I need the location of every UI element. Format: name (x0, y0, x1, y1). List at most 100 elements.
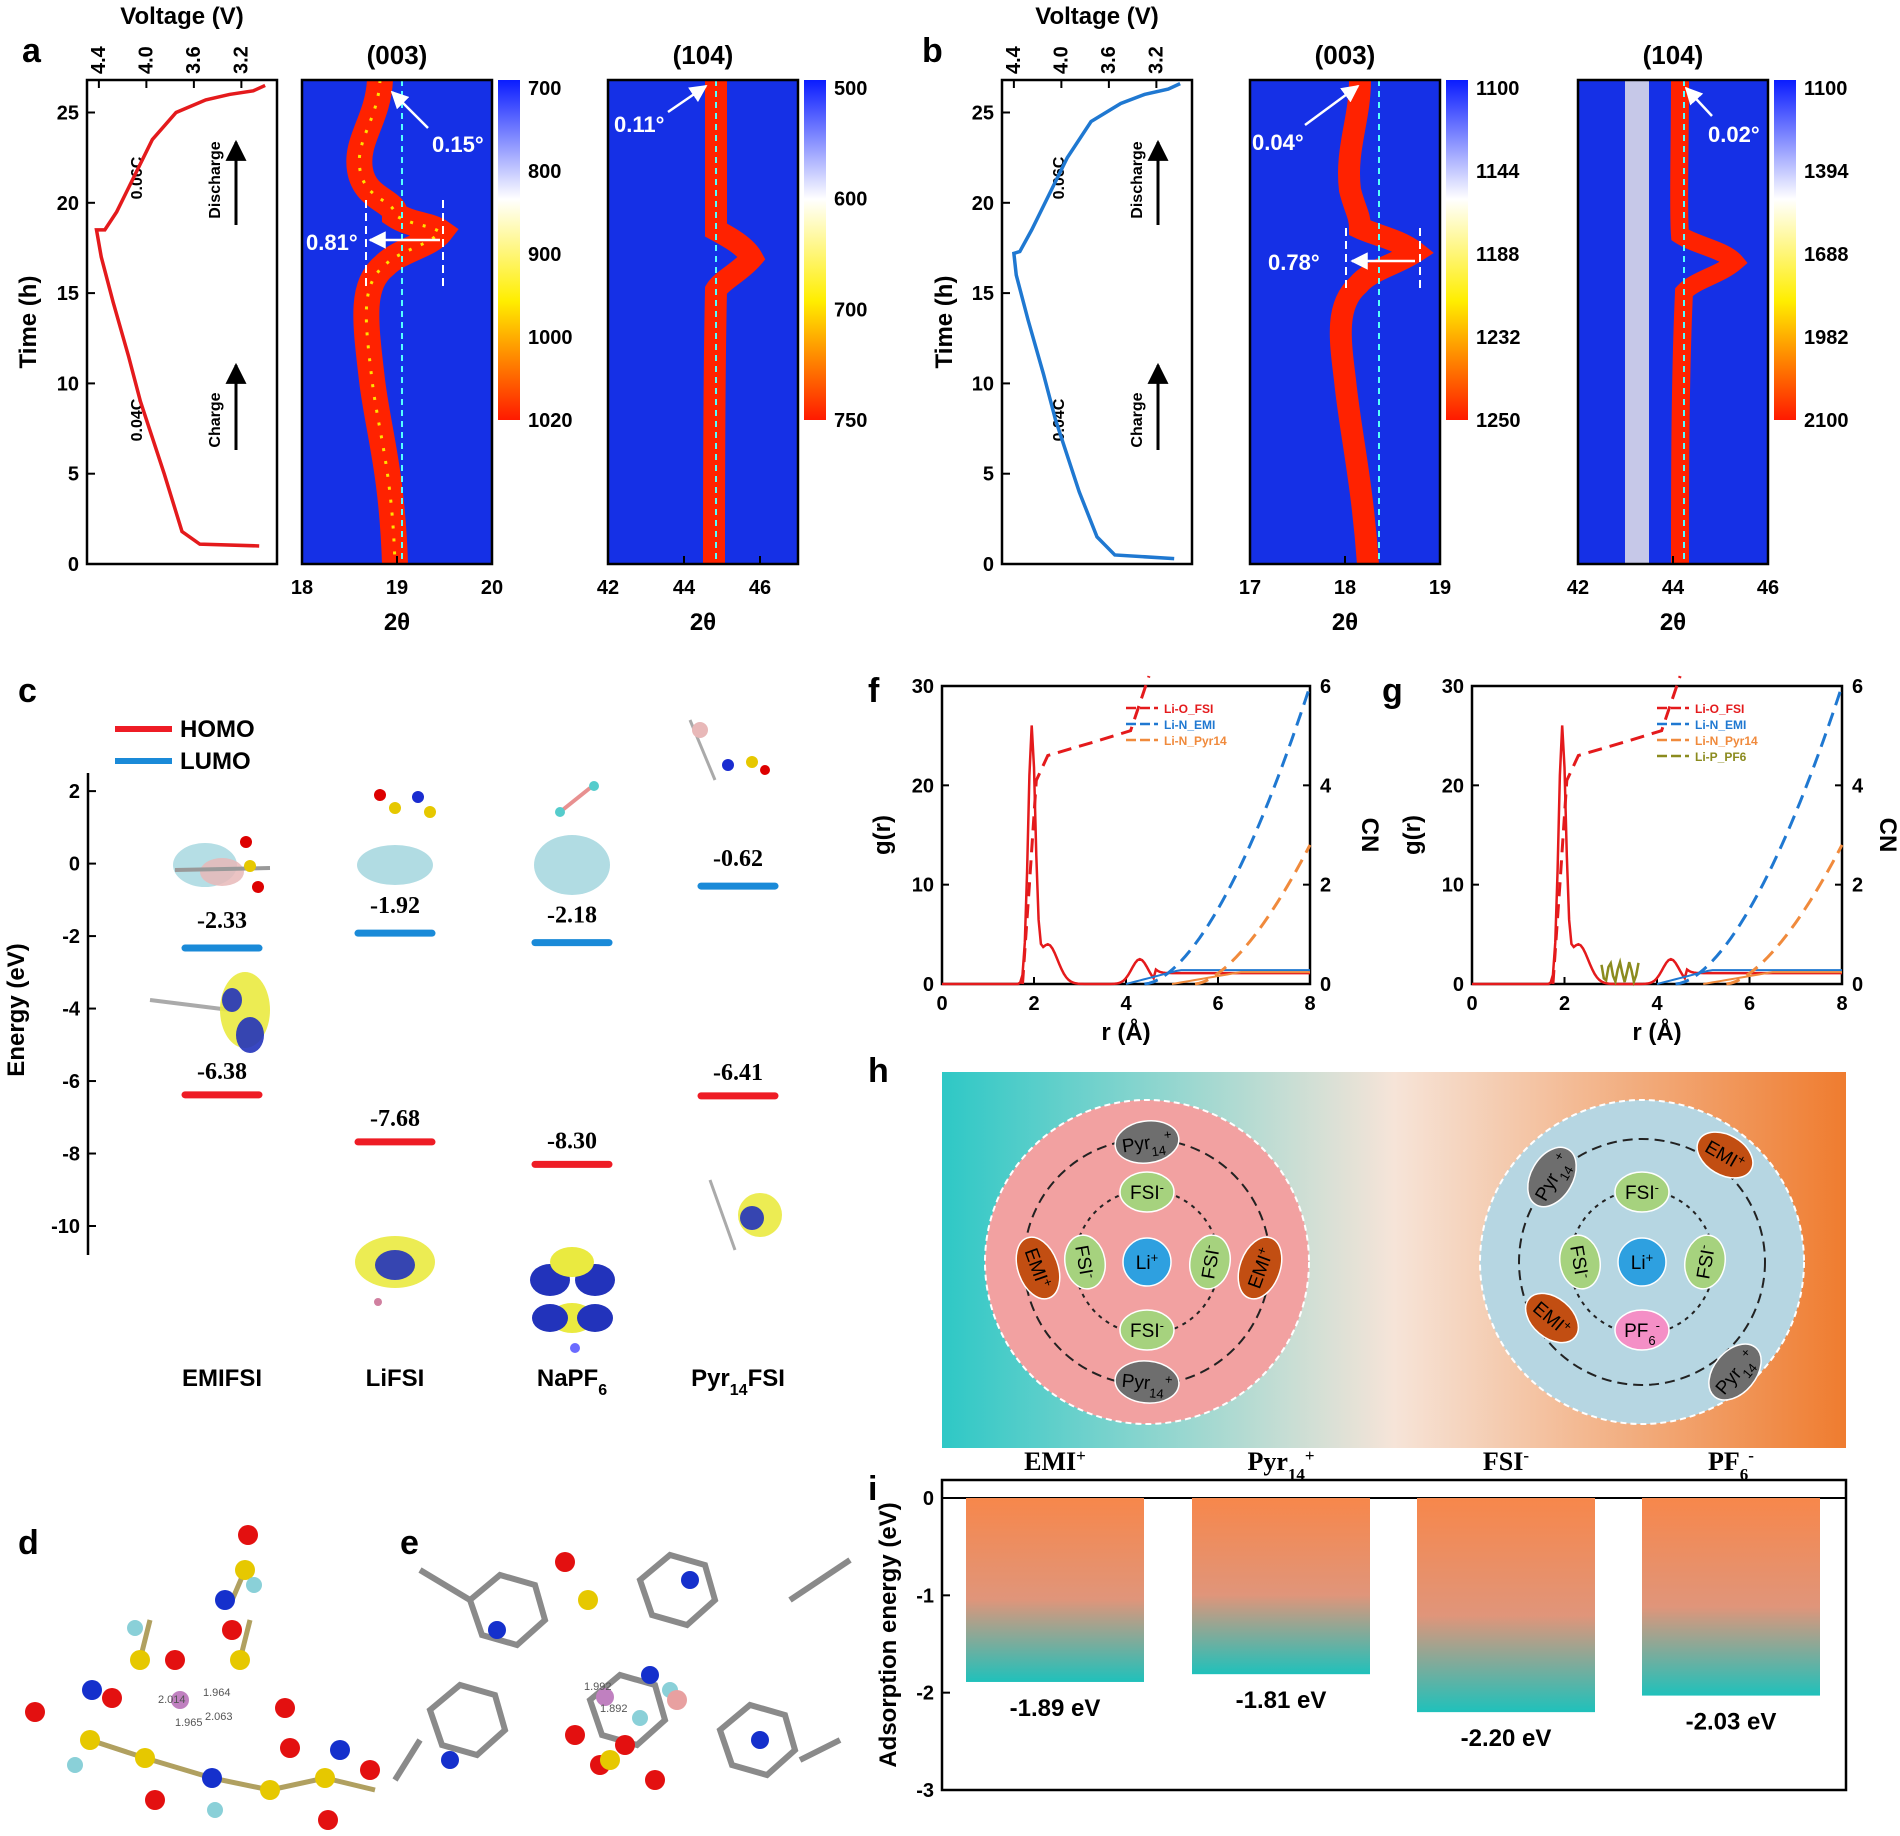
x-tick-label: 20 (481, 577, 503, 599)
emi-ion-shape (1524, 1292, 1580, 1344)
legend-lumo-label: LUMO (180, 748, 251, 775)
molecule-napf6-homo (530, 1247, 615, 1353)
y2-tick-label: 4 (1852, 775, 1864, 797)
category-label: LiFSI (366, 1365, 425, 1392)
cn-li-n-pyr14 (1726, 844, 1844, 986)
x-tick-label: 18 (1334, 577, 1356, 599)
x-tick-label: 17 (1239, 577, 1261, 599)
background-band (1625, 80, 1649, 564)
panel-label-h: h (868, 1052, 889, 1090)
fsi-ion: FSI- (1119, 1171, 1175, 1213)
x-tick-label: 42 (1567, 577, 1589, 599)
homo-value: -8.30 (547, 1128, 597, 1154)
x-tick-label: 3.6 (1098, 46, 1120, 74)
peak-trace (703, 80, 766, 565)
y-tick-label: 0 (983, 554, 994, 576)
molecule-pyr14fsi-homo (708, 1179, 782, 1251)
x-tick-label: 46 (749, 577, 771, 599)
y-tick-label: 10 (912, 875, 934, 897)
x-tick-label: 8 (1304, 993, 1315, 1015)
colorbar-label: 900 (528, 244, 561, 266)
chart-title: (003) (1315, 40, 1376, 70)
legend-label: Li-N_EMI (1164, 718, 1215, 732)
x-tick-label: 0 (936, 993, 947, 1015)
rdf-li-n-pyr14 (1171, 971, 1310, 985)
chart-b-104-heatmap: (104) 0.02° 2θ 42 44 46 1100 1394 1688 1982 210… (1567, 40, 1849, 636)
pyr-ion: Pyr14+ (1708, 1343, 1762, 1401)
bar-value-label: -1.81 eV (1236, 1687, 1327, 1714)
panel-label-f: f (868, 672, 880, 710)
x-axis-label: 2θ (690, 609, 716, 636)
colorbar-label: 1394 (1804, 161, 1849, 183)
chart-title: (104) (673, 40, 734, 70)
y2-tick-label: 2 (1852, 875, 1863, 897)
x-tick-label: 2 (1028, 993, 1039, 1015)
x-tick-label: 4.4 (88, 45, 110, 74)
x-tick-label: 3.6 (183, 46, 205, 74)
lumo-value: -1.92 (370, 893, 420, 919)
colorbar-label: 1144 (1476, 161, 1520, 183)
rate-label-discharge: 0.06C (129, 156, 146, 199)
li-ion-right-shape (1617, 1237, 1667, 1287)
charge-label: Charge (207, 392, 224, 447)
pyr-ion-shape (1708, 1343, 1762, 1401)
x-tick-label: 3.2 (230, 46, 252, 74)
panel-label-b: b (922, 32, 943, 70)
chart-f-rdf: g(r) CN r (Å) 0 2 4 6 801020300246Li-O_FSILi… (869, 675, 1383, 1046)
chart-b-voltage: Voltage (V) Time (h) 0.06C 0.04C Dischar… (931, 3, 1194, 576)
y-tick-label: -1 (916, 1585, 934, 1607)
x-tick-label: 4 (1651, 993, 1663, 1015)
molecule-napf6-lumo (534, 781, 610, 895)
y2-tick-label: 6 (1320, 676, 1331, 698)
colorbar-a-104 (804, 80, 826, 420)
chart-a-003-heatmap: (003) 0.15° 0.81° 2θ 18 19 20 700 800 900 1000… (291, 40, 573, 636)
pyr-ion-label: Pyr14+ (1120, 1126, 1174, 1163)
peak-trace (1670, 79, 1748, 565)
bar-value-label: -2.03 eV (1686, 1709, 1777, 1736)
fsi-ion-shape (1119, 1309, 1175, 1351)
homo-value: -6.41 (713, 1060, 763, 1086)
lumo-value: -2.18 (547, 903, 597, 929)
annotation-mid: 0.81° (306, 230, 358, 255)
x-tick-label: 4.0 (135, 46, 157, 74)
li-ion-right-label: Li+ (1631, 1250, 1653, 1275)
x-axis-label: 2θ (384, 609, 410, 636)
colorbar-gradient (1774, 80, 1796, 420)
colorbar-b-104 (1774, 80, 1796, 420)
colorbar-label: 1000 (528, 327, 573, 349)
y-tick-label: 0 (68, 554, 79, 576)
annotation-top: 0.02° (1708, 122, 1760, 147)
axes-frame (940, 1478, 1848, 1792)
panel-label-c: c (18, 672, 37, 710)
bar-category-label: FSI- (1483, 1446, 1529, 1477)
x-tick-label: 44 (1662, 577, 1685, 599)
bar-category-label: PF6- (1708, 1446, 1754, 1484)
chart-title: (003) (367, 40, 428, 70)
y-tick-label: -3 (916, 1780, 934, 1802)
rate-label-charge: 0.04C (129, 398, 146, 441)
colorbar-label: 1688 (1804, 244, 1849, 266)
colorbar-label: 1188 (1476, 244, 1519, 266)
colorbar-label: 1020 (528, 410, 573, 432)
colorbar-label: 800 (528, 161, 561, 183)
annotation-top: 0.04° (1252, 130, 1304, 155)
x-tick-label: 8 (1836, 993, 1847, 1015)
panel-label-g: g (1382, 672, 1403, 710)
bar (1192, 1498, 1370, 1675)
bar (1642, 1498, 1820, 1696)
y-tick-label: 15 (57, 283, 79, 305)
distance-label: 1.965 (175, 1717, 203, 1729)
x-tick-label: 18 (291, 577, 313, 599)
y2-tick-label: 4 (1320, 775, 1332, 797)
x-axis-label: r (Å) (1101, 1018, 1150, 1046)
y-tick-label: 15 (972, 283, 994, 305)
shift-arrow (667, 84, 708, 114)
molecule-lifsi-homo (355, 1236, 435, 1306)
colorbar-label: 700 (528, 78, 561, 100)
y-tick-label: 0 (923, 1488, 934, 1510)
x-tick-label: 4 (1120, 993, 1132, 1015)
category-label: NaPF6 (537, 1365, 607, 1399)
x-axis-label: 2θ (1660, 609, 1686, 636)
y2-tick-label: 2 (1320, 875, 1331, 897)
pf6-ion-label: PF6- (1624, 1318, 1660, 1348)
